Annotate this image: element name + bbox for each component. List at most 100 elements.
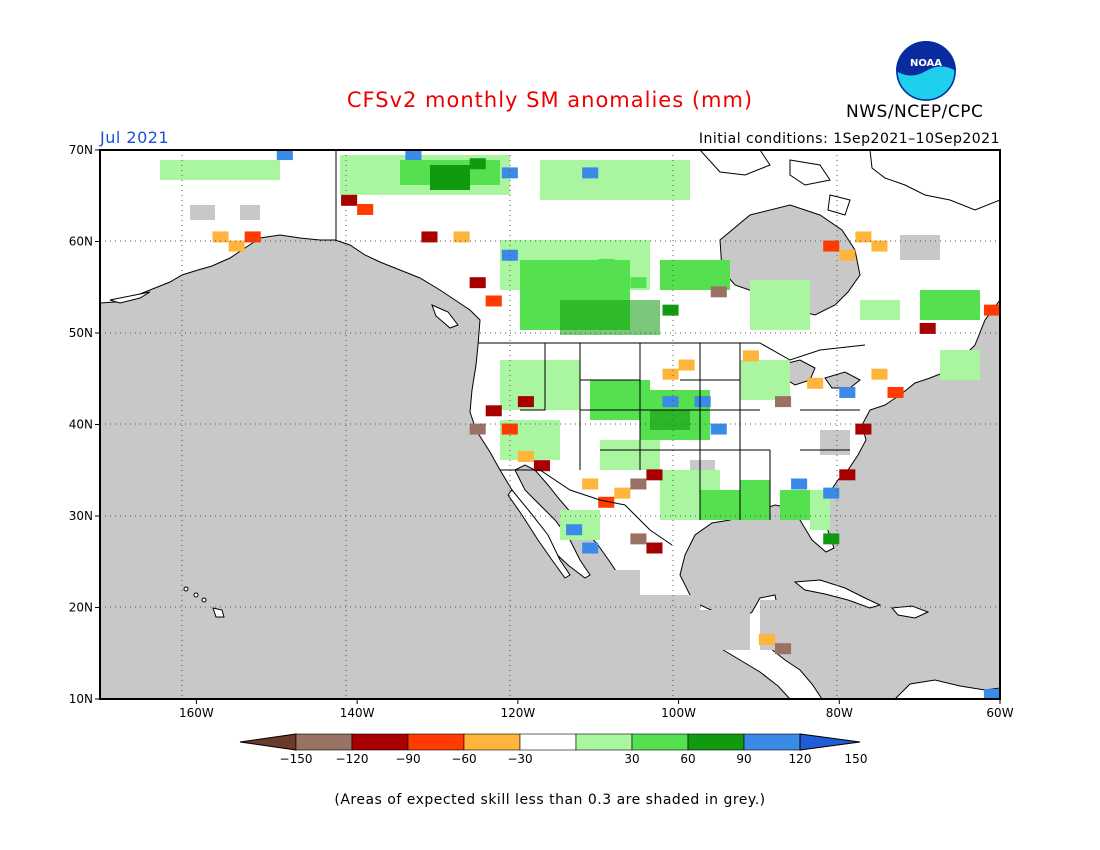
anomaly-cell [710, 286, 727, 298]
anomaly-cell [823, 487, 840, 499]
anomaly-cell [839, 386, 856, 398]
anomaly-cell [983, 304, 1000, 316]
anomaly-cell [710, 423, 727, 435]
colorbar-bin [407, 733, 465, 751]
anomaly-cell [501, 167, 518, 179]
anomaly-cell [775, 643, 792, 655]
anomaly-cell [662, 304, 679, 316]
chart-title: CFSv2 monthly SM anomalies (mm) [346, 88, 754, 112]
anomaly-cell [582, 478, 599, 490]
lon-tick-label: 60W [986, 706, 1013, 720]
anomaly-cell [630, 533, 647, 545]
anomaly-cell [501, 423, 518, 435]
colorbar-bin [351, 733, 409, 751]
anomaly-cell [566, 524, 583, 536]
lon-axis: 160W 140W 120W 100W 80W 60W [179, 699, 1014, 720]
agency-label: NWS/NCEP/CPC [846, 102, 984, 122]
anomaly-cell [517, 396, 534, 408]
anomaly-cell [485, 295, 502, 307]
anomaly-cell [405, 150, 422, 161]
greenland-land [869, 150, 1000, 211]
lat-tick-label: 10N [69, 692, 93, 706]
anomaly-cell [791, 478, 808, 490]
colorbar-tick-label: −120 [336, 752, 369, 766]
anomaly-cell [582, 542, 599, 554]
anomaly-cell [212, 231, 229, 243]
anomaly-cell [919, 322, 936, 334]
lon-tick-label: 140W [340, 706, 375, 720]
anomaly-cell [469, 423, 486, 435]
anomaly-cell [823, 240, 840, 252]
colorbar-tick-label: −60 [451, 752, 476, 766]
lat-tick-label: 20N [69, 601, 93, 615]
initial-conditions-label: Initial conditions: 1Sep2021–10Sep2021 [698, 131, 1000, 147]
colorbar: −150 −120 −90 −60 −30 30 60 90 120 150 [239, 733, 867, 766]
anomaly-cell [598, 496, 615, 508]
anomaly-cell [758, 634, 775, 646]
colorbar-tick-label: 30 [624, 752, 639, 766]
anomaly-cell [357, 203, 374, 215]
colorbar-bin [295, 733, 353, 751]
anomaly-cell [276, 150, 293, 161]
colorbar-bin [575, 733, 633, 751]
anomaly-cell [630, 478, 647, 490]
anomaly-cell [517, 451, 534, 463]
logo-text: NOAA [910, 58, 942, 69]
colorbar-bin [631, 733, 689, 751]
valid-month-label: Jul 2021 [100, 128, 170, 147]
lat-tick-label: 50N [69, 326, 93, 340]
anomaly-cell [694, 396, 711, 408]
south-america-land [894, 679, 1000, 699]
anomaly-cell [582, 167, 599, 179]
lon-tick-label: 160W [179, 706, 214, 720]
anomaly-cell [469, 158, 486, 170]
anomaly-cell [742, 350, 759, 362]
anomaly-cell [469, 277, 486, 289]
anomaly-cell [775, 396, 792, 408]
lon-tick-label: 80W [826, 706, 853, 720]
anomaly-cell [646, 542, 663, 554]
anomaly-cell [839, 469, 856, 481]
anomaly-cell [855, 231, 872, 243]
colorbar-bin [519, 733, 577, 751]
anomaly-cell [839, 249, 856, 261]
anomaly-cell [855, 423, 872, 435]
anomaly-cell [662, 396, 679, 408]
anomaly-cell [871, 240, 888, 252]
footnote: (Areas of expected skill less than 0.3 a… [334, 792, 766, 808]
anomaly-cell [678, 359, 695, 371]
lat-tick-label: 70N [69, 143, 93, 157]
colorbar-bin [687, 733, 745, 751]
lat-tick-label: 40N [69, 418, 93, 432]
colorbar-min-arrow [239, 733, 297, 751]
colorbar-tick-label: −90 [395, 752, 420, 766]
lon-tick-label: 100W [661, 706, 696, 720]
colorbar-tick-label: −150 [280, 752, 313, 766]
colorbar-bin [463, 733, 521, 751]
anomaly-cell [341, 194, 358, 206]
lat-tick-label: 30N [69, 509, 93, 523]
anomaly-cell [807, 377, 824, 389]
anomaly-cell [228, 240, 245, 252]
anomaly-cell [533, 460, 550, 472]
colorbar-tick-label: 120 [789, 752, 812, 766]
colorbar-tick-label: 60 [680, 752, 695, 766]
anomaly-cell [871, 368, 888, 380]
anomaly-cell [566, 240, 583, 252]
anomaly-cell [421, 231, 438, 243]
lon-tick-label: 120W [500, 706, 535, 720]
anomaly-cell [614, 487, 631, 499]
colorbar-tick-label: 90 [736, 752, 751, 766]
anomaly-cell [598, 258, 615, 270]
anomaly-cell [485, 405, 502, 417]
anomaly-cell [453, 231, 470, 243]
anomaly-cell [630, 277, 647, 289]
colorbar-tick-label: −30 [507, 752, 532, 766]
anomaly-cell [662, 368, 679, 380]
graticule [100, 150, 1000, 699]
hawaii-island [212, 607, 225, 618]
anomaly-cell [823, 533, 840, 545]
anomaly-cell [983, 688, 1000, 699]
political-borders [335, 150, 866, 546]
